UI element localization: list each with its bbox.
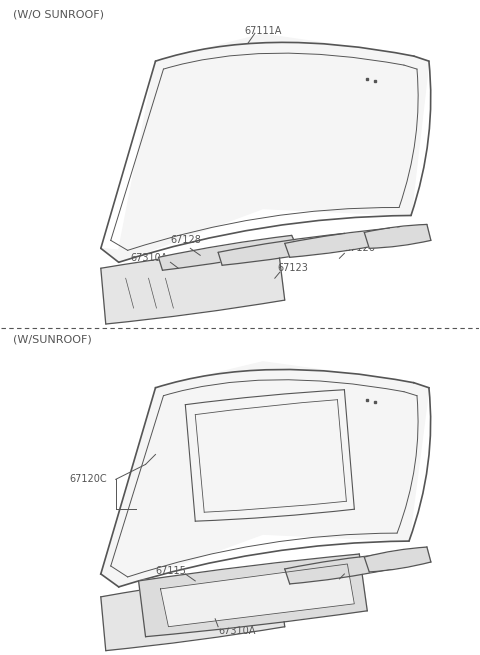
Polygon shape: [364, 225, 431, 248]
Polygon shape: [101, 34, 429, 262]
Text: 67310A: 67310A: [131, 253, 168, 263]
Polygon shape: [158, 235, 298, 271]
Polygon shape: [101, 362, 429, 587]
Polygon shape: [101, 571, 285, 650]
Polygon shape: [218, 233, 349, 265]
Polygon shape: [364, 547, 431, 572]
Polygon shape: [285, 229, 394, 257]
Text: 67115: 67115: [156, 566, 186, 576]
Text: (W/SUNROOF): (W/SUNROOF): [13, 335, 92, 345]
Text: 67128: 67128: [170, 235, 201, 246]
Text: 67126: 67126: [344, 564, 375, 574]
Text: (W/O SUNROOF): (W/O SUNROOF): [13, 9, 104, 20]
Polygon shape: [139, 554, 367, 637]
Text: 67310A: 67310A: [218, 626, 255, 636]
Polygon shape: [101, 244, 285, 324]
Text: 67130: 67130: [394, 552, 425, 562]
Text: 67130: 67130: [394, 227, 425, 237]
Text: 67111A: 67111A: [244, 26, 282, 36]
Text: 67123: 67123: [278, 263, 309, 273]
Polygon shape: [160, 564, 354, 627]
Text: 67126: 67126: [344, 244, 375, 253]
Text: 67120C: 67120C: [69, 474, 107, 484]
Polygon shape: [285, 554, 391, 584]
